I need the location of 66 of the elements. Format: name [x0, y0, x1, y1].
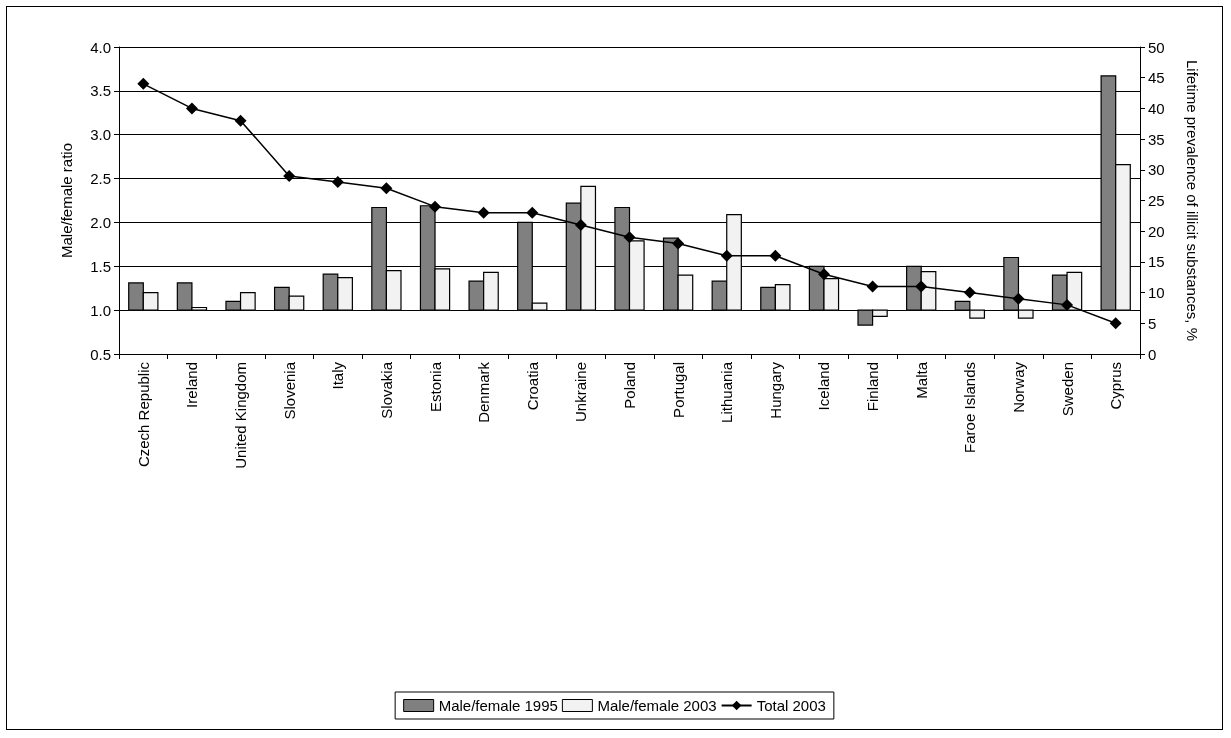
x-tick-label: Faroe Islands — [961, 362, 979, 453]
y2-tick-label: 45 — [1148, 69, 1165, 87]
point — [137, 77, 150, 90]
x-tick-label: Poland — [621, 362, 638, 409]
y-tick-label: 2.5 — [90, 170, 111, 188]
point — [380, 182, 393, 195]
y-tick-label: 4.0 — [90, 38, 111, 56]
point — [283, 169, 296, 182]
x-tick-label: Lithuania — [718, 361, 736, 423]
y2-tick-label: 25 — [1148, 192, 1165, 209]
point — [817, 268, 830, 281]
point — [769, 249, 782, 262]
x-tick-label: Cyprus — [1107, 362, 1125, 410]
point — [1061, 298, 1074, 311]
y-tick-label: 1.0 — [90, 301, 111, 319]
point — [1012, 292, 1025, 305]
point — [1109, 317, 1122, 330]
x-tick-label: Denmark — [475, 361, 493, 423]
y-axis-title: Male/female ratio — [58, 142, 75, 259]
x-tick-label: Ireland — [183, 362, 201, 408]
x-tick-label: Croatia — [523, 361, 541, 411]
point — [672, 237, 685, 250]
point — [234, 114, 247, 127]
y2-tick-label: 15 — [1148, 253, 1165, 271]
y2-tick-label: 10 — [1148, 284, 1165, 302]
point — [526, 206, 539, 219]
y2-tick-label: 0 — [1148, 345, 1157, 363]
y-tick-label: 2.0 — [90, 213, 111, 231]
x-tick-label: United Kingdom — [232, 362, 250, 469]
x-tick-label: Estonia — [426, 361, 444, 413]
y-tick-label: 1.5 — [90, 257, 111, 275]
x-tick-label: Malta — [912, 361, 930, 399]
point — [574, 219, 587, 232]
point — [866, 280, 879, 293]
y-tick-label: 0.5 — [90, 345, 111, 363]
y2-tick-label: 35 — [1148, 130, 1165, 148]
y2-axis-title: Lifetime prevalence of illicit substances, % — [1184, 60, 1201, 341]
legend-label: Total 2003 — [756, 697, 826, 714]
point — [915, 280, 928, 293]
y2-tick-label: 50 — [1148, 38, 1165, 56]
x-tick-label: Norway — [1009, 361, 1027, 413]
point — [720, 249, 733, 262]
y2-tick-label: 30 — [1148, 161, 1165, 179]
x-tick-label: Sweden — [1058, 362, 1076, 417]
y2-tick-label: 5 — [1148, 314, 1157, 332]
x-tick-label: Slovakia — [377, 361, 395, 419]
x-tick-label: Hungary — [766, 361, 784, 419]
x-tick-label: Unkraine — [572, 362, 590, 423]
y2-tick-label: 40 — [1148, 99, 1165, 117]
y-tick-label: 3.5 — [90, 82, 111, 100]
x-tick-label: Finland — [864, 362, 882, 412]
x-tick-label: Iceland — [815, 362, 833, 411]
point — [331, 176, 344, 189]
point — [963, 286, 976, 299]
y2-tick-label: 20 — [1148, 222, 1165, 240]
legend-label: Male/female 2003 — [597, 697, 717, 714]
y-tick-label: 3.0 — [90, 126, 111, 144]
point — [477, 206, 490, 219]
point — [185, 102, 198, 115]
point — [623, 231, 636, 244]
x-tick-label: Slovenia — [280, 361, 298, 420]
point — [429, 200, 442, 213]
legend-label: Male/female 1995 — [438, 697, 558, 714]
x-tick-label: Portugal — [669, 362, 687, 418]
x-tick-label: Czech Republic — [134, 361, 152, 468]
x-tick-label: Italy — [329, 361, 347, 390]
